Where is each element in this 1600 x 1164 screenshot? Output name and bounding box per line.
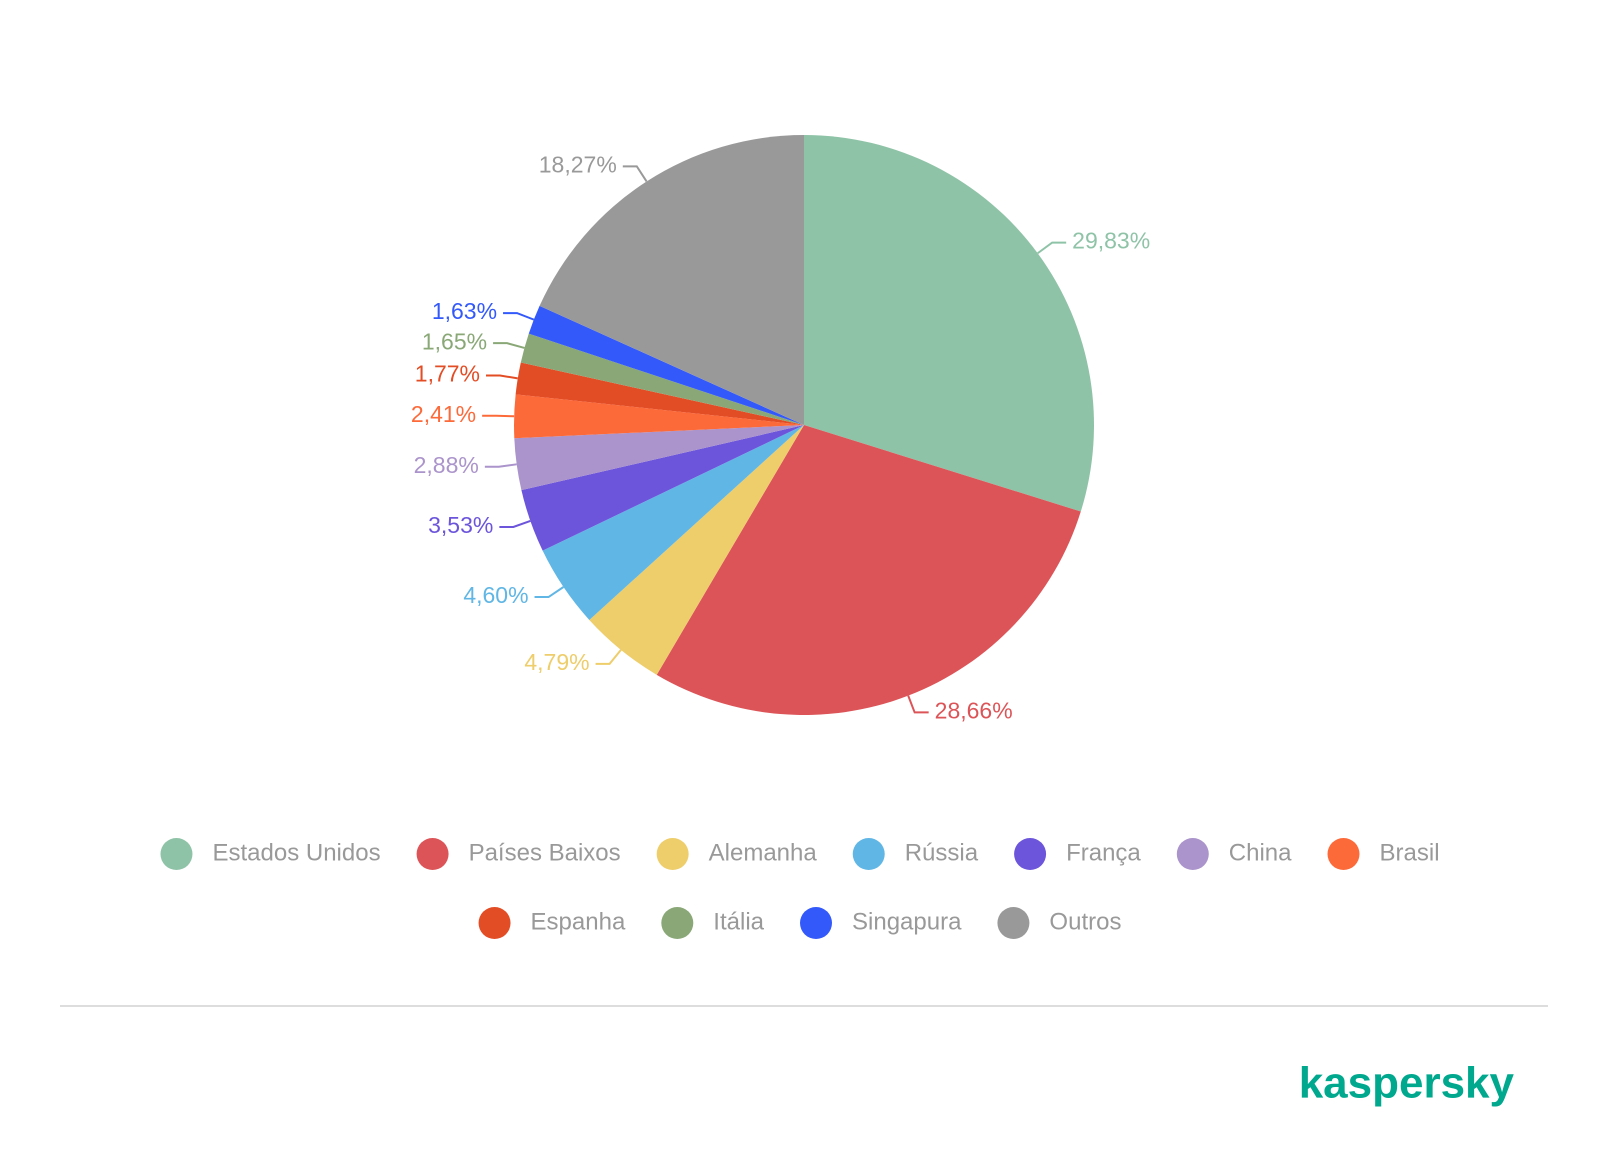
legend-swatch (1014, 838, 1047, 870)
legend-item: Itália (661, 907, 765, 939)
legend-swatch (1176, 838, 1209, 870)
legend-item: Singapura (800, 907, 962, 939)
legend-swatch (160, 838, 193, 870)
leader-line (503, 312, 535, 321)
legend-item: Outros (997, 907, 1121, 939)
legend-label: Itália (713, 908, 764, 935)
legend-label: Países Baixos (469, 839, 621, 866)
legend-item: Países Baixos (416, 838, 621, 870)
data-label: 29,83% (1072, 228, 1150, 254)
brand-logo: kaspersky (1299, 1059, 1515, 1108)
legend-item: Alemanha (656, 838, 818, 870)
leader-line (493, 342, 525, 349)
legend-item: Rússia (852, 838, 979, 870)
pie-slice (804, 135, 1094, 512)
leader-line (486, 374, 518, 380)
pie-slice (589, 425, 804, 675)
pie-slice (542, 425, 804, 620)
legend-label: Brasil (1380, 839, 1440, 866)
leader-line (484, 463, 517, 468)
legend-label: Singapura (852, 908, 962, 935)
data-label: 2,41% (411, 401, 476, 427)
legend-item: China (1176, 838, 1292, 870)
leader-line (595, 649, 622, 665)
pie-slice (528, 305, 804, 425)
legend-swatch (997, 907, 1030, 939)
pie-slice (513, 394, 804, 439)
legend-swatch (478, 907, 511, 939)
pie-slice (521, 425, 804, 551)
data-label: 18,27% (539, 151, 617, 177)
pie-slice (514, 425, 804, 491)
legend-label: Estados Unidos (212, 839, 380, 866)
leader-line (1037, 241, 1067, 255)
legend-swatch (416, 838, 449, 870)
data-label: 3,53% (428, 512, 493, 538)
legend-label: Espanha (531, 908, 626, 935)
data-label: 28,66% (935, 698, 1013, 724)
legend-swatch (852, 838, 885, 870)
data-label: 1,77% (415, 361, 480, 387)
legend-swatch (661, 907, 694, 939)
pie-slice (520, 333, 804, 425)
data-label: 2,88% (414, 452, 479, 478)
pie-slice (656, 425, 1081, 715)
leader-line (499, 520, 531, 528)
pie-slice (515, 362, 804, 425)
data-label: 4,79% (524, 649, 589, 675)
legend-label: Rússia (905, 839, 979, 866)
data-label: 1,65% (422, 328, 487, 354)
legend-swatch (1327, 838, 1360, 870)
legend-item: França (1014, 838, 1141, 870)
legend-item: Estados Unidos (160, 838, 381, 870)
leader-line (622, 165, 648, 182)
pie-slice (539, 135, 804, 425)
legend-swatch (800, 907, 832, 939)
data-label: 4,60% (463, 582, 528, 608)
legend-item: Espanha (478, 907, 626, 939)
leader-line (534, 586, 565, 599)
legend-label: França (1066, 839, 1141, 866)
leader-line (907, 695, 929, 714)
legend-item: Brasil (1327, 838, 1440, 870)
legend-label: Outros (1049, 908, 1121, 935)
legend-label: China (1229, 839, 1292, 866)
legend-label: Alemanha (709, 839, 818, 866)
leader-line (482, 414, 515, 418)
data-label: 1,63% (432, 298, 497, 324)
legend-swatch (656, 838, 689, 870)
